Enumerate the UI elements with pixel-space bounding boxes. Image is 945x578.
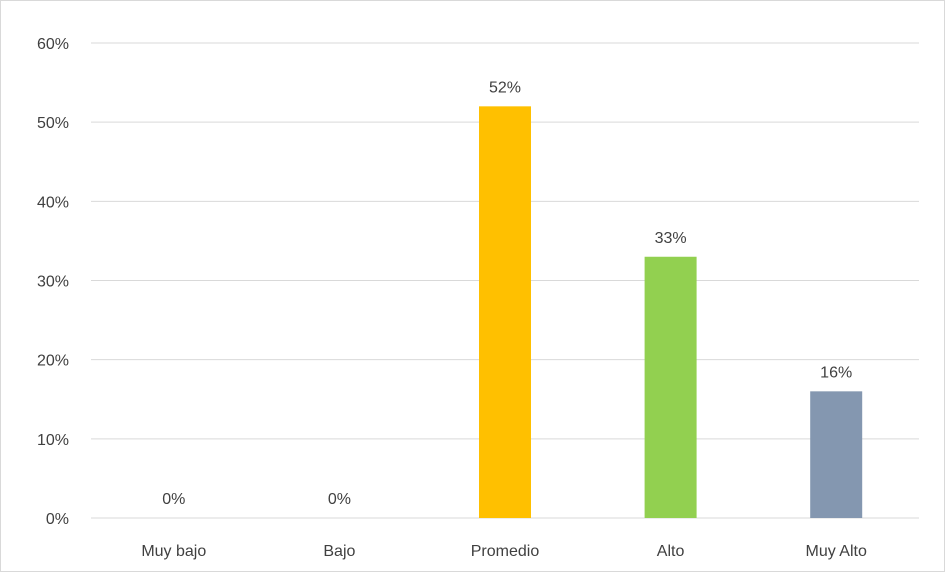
y-tick-label: 0% (46, 511, 69, 528)
data-label: 16% (820, 364, 852, 381)
y-tick-label: 10% (37, 432, 69, 449)
x-tick-label: Muy Alto (806, 543, 867, 560)
x-tick-label: Bajo (323, 543, 355, 560)
y-tick-label: 30% (37, 274, 69, 291)
bars (479, 106, 863, 518)
data-label: 52% (489, 79, 521, 96)
y-axis-tick-labels: 0% 10% 20% 30% 40% 50% 60% (37, 36, 69, 528)
y-tick-label: 50% (37, 115, 69, 132)
y-tick-label: 40% (37, 194, 69, 211)
x-tick-label: Alto (657, 543, 685, 560)
x-axis-tick-labels: Muy bajo Bajo Promedio Alto Muy Alto (141, 543, 867, 560)
x-tick-label: Promedio (471, 543, 540, 560)
data-label: 0% (328, 491, 351, 508)
bar (810, 391, 863, 518)
data-label: 33% (655, 230, 687, 247)
bar (479, 106, 531, 518)
y-tick-label: 20% (37, 353, 69, 370)
data-label: 0% (162, 491, 185, 508)
y-tick-label: 60% (37, 36, 69, 53)
x-tick-label: Muy bajo (141, 543, 206, 560)
data-labels: 0% 0% 52% 33% 16% (162, 79, 852, 508)
bar (644, 256, 697, 518)
